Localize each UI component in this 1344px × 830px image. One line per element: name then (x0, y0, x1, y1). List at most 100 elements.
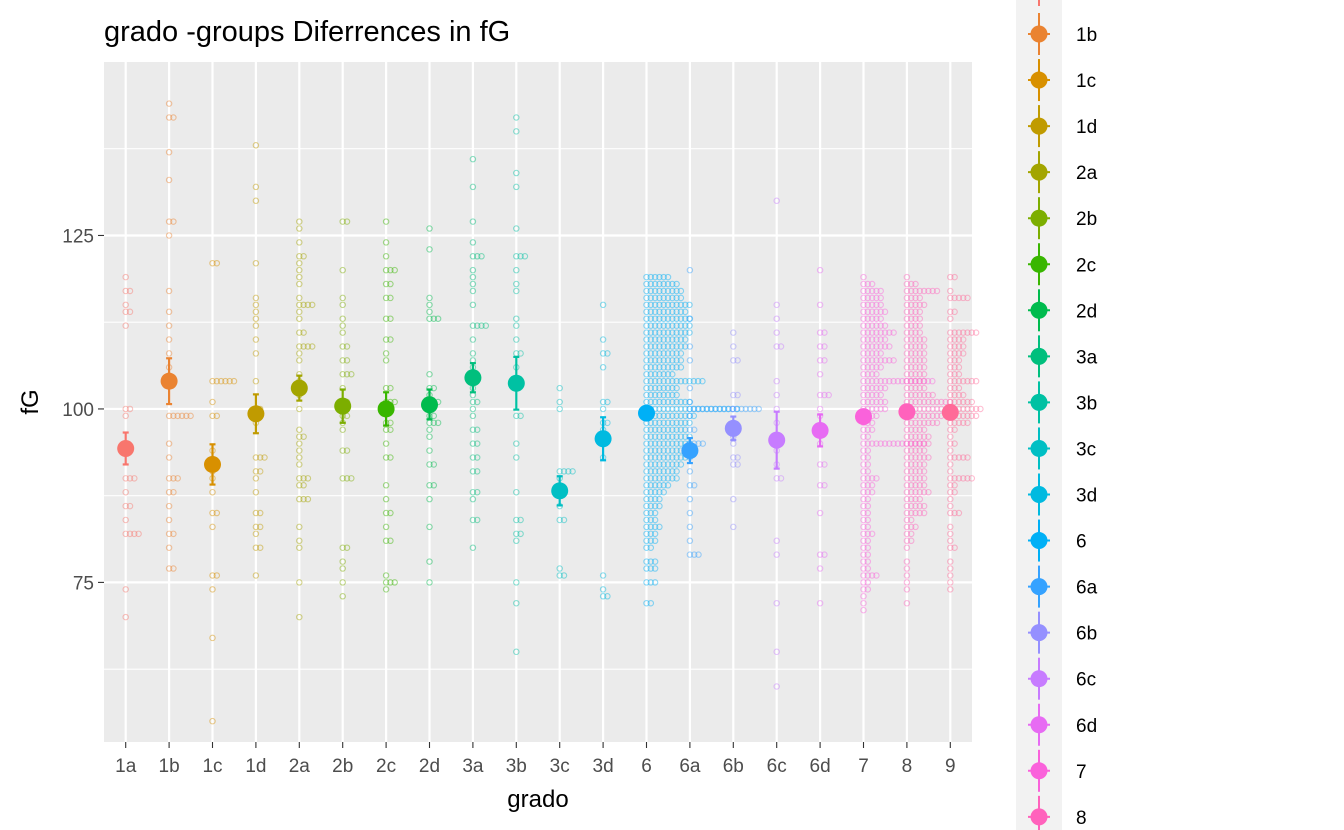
x-tick-label: 7 (858, 756, 869, 777)
data-point (916, 364, 924, 371)
data-point (165, 544, 173, 551)
data-point (656, 468, 663, 475)
data-point (860, 273, 867, 281)
data-point (964, 475, 971, 482)
data-point (977, 405, 984, 413)
data-point (647, 544, 655, 551)
data-point (916, 419, 924, 427)
data-point (656, 523, 663, 531)
data-point (296, 426, 303, 434)
data-point (170, 565, 177, 572)
data-point (482, 322, 490, 329)
data-point (695, 405, 702, 413)
data-point (695, 440, 702, 447)
data-point (513, 599, 520, 607)
data-point (382, 509, 390, 517)
data-point (252, 468, 260, 475)
data-point (907, 468, 915, 475)
data-point (690, 426, 698, 434)
data-point (382, 280, 390, 288)
data-point (681, 377, 689, 385)
data-point (860, 599, 867, 607)
data-point (916, 440, 924, 447)
data-point (873, 440, 880, 447)
data-point (955, 398, 963, 406)
data-point (135, 530, 142, 538)
data-point (673, 329, 680, 336)
data-point (903, 544, 911, 551)
data-point (755, 405, 762, 413)
data-point (964, 405, 971, 413)
data-point (947, 461, 954, 468)
data-point (643, 530, 650, 538)
data-point (860, 377, 867, 385)
data-point (677, 405, 685, 413)
data-point (339, 426, 346, 434)
data-point (907, 440, 915, 447)
data-point (296, 440, 303, 447)
data-point (473, 322, 481, 329)
data-point (252, 350, 260, 357)
data-point (677, 329, 685, 336)
data-point (673, 468, 680, 475)
data-point (343, 447, 351, 454)
data-point (686, 412, 693, 420)
data-point (864, 287, 872, 295)
data-point (903, 482, 911, 489)
data-point (664, 454, 672, 461)
data-point (929, 391, 936, 399)
data-point (920, 287, 928, 295)
data-point (877, 440, 884, 447)
data-point (912, 509, 919, 517)
mean-point (247, 405, 265, 423)
data-point (907, 357, 915, 364)
data-point (860, 398, 867, 406)
data-point (647, 294, 655, 302)
data-point (864, 343, 872, 350)
data-point (664, 350, 672, 357)
data-point (947, 287, 954, 295)
data-point (252, 544, 260, 551)
data-point (126, 405, 134, 413)
data-point (643, 350, 650, 357)
data-point (513, 225, 520, 232)
data-point (903, 495, 911, 503)
data-point (686, 482, 694, 489)
data-point (643, 308, 650, 316)
data-point (907, 343, 915, 350)
data-point (912, 447, 919, 454)
data-point (920, 454, 928, 461)
legend-key-point (1030, 301, 1048, 319)
data-point (877, 322, 884, 329)
data-point (339, 370, 346, 378)
x-tick-label: 3a (462, 756, 484, 777)
data-point (712, 405, 719, 413)
data-point (513, 516, 520, 524)
data-point (912, 433, 919, 440)
data-point (959, 343, 967, 350)
data-point (907, 322, 915, 329)
data-point (730, 461, 737, 468)
data-point (209, 377, 216, 385)
data-point (296, 218, 303, 225)
data-point (664, 315, 672, 322)
data-point (920, 440, 927, 447)
data-point (929, 419, 936, 427)
data-point (860, 586, 867, 593)
legend-key-point (1030, 25, 1048, 43)
x-tick-label: 2c (376, 756, 396, 777)
data-point (651, 315, 659, 322)
data-point (565, 468, 572, 475)
legend-item: 1c (1028, 59, 1096, 102)
data-point (959, 377, 967, 385)
data-point (669, 329, 676, 336)
data-point (513, 280, 520, 288)
x-tick-label: 3b (506, 756, 527, 777)
data-point (951, 308, 958, 316)
data-point (929, 377, 936, 385)
data-point (656, 343, 663, 350)
data-point (686, 398, 693, 406)
legend-item: 6a (1028, 565, 1098, 608)
data-point (656, 426, 663, 434)
data-point (252, 322, 260, 329)
